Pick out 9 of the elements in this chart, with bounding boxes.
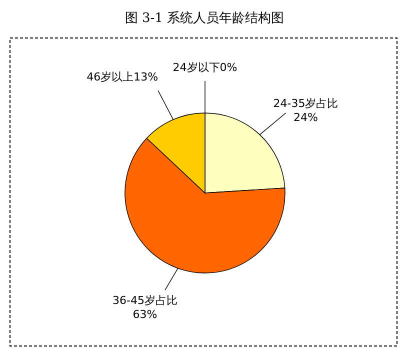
category-label: 24岁以下 [172, 61, 220, 74]
data-label: 13% [134, 70, 158, 84]
text: 0% [220, 61, 238, 74]
slice-label: 36-45岁占比 [112, 294, 178, 308]
data-label: 24% [294, 110, 318, 124]
chart-title: 图 3-1 系统人员年龄结构图 [124, 11, 284, 26]
slice-label: 46岁以上 [86, 70, 134, 84]
slice-label: 24-35岁占比 [273, 96, 338, 110]
data-label: 63% [132, 308, 158, 322]
